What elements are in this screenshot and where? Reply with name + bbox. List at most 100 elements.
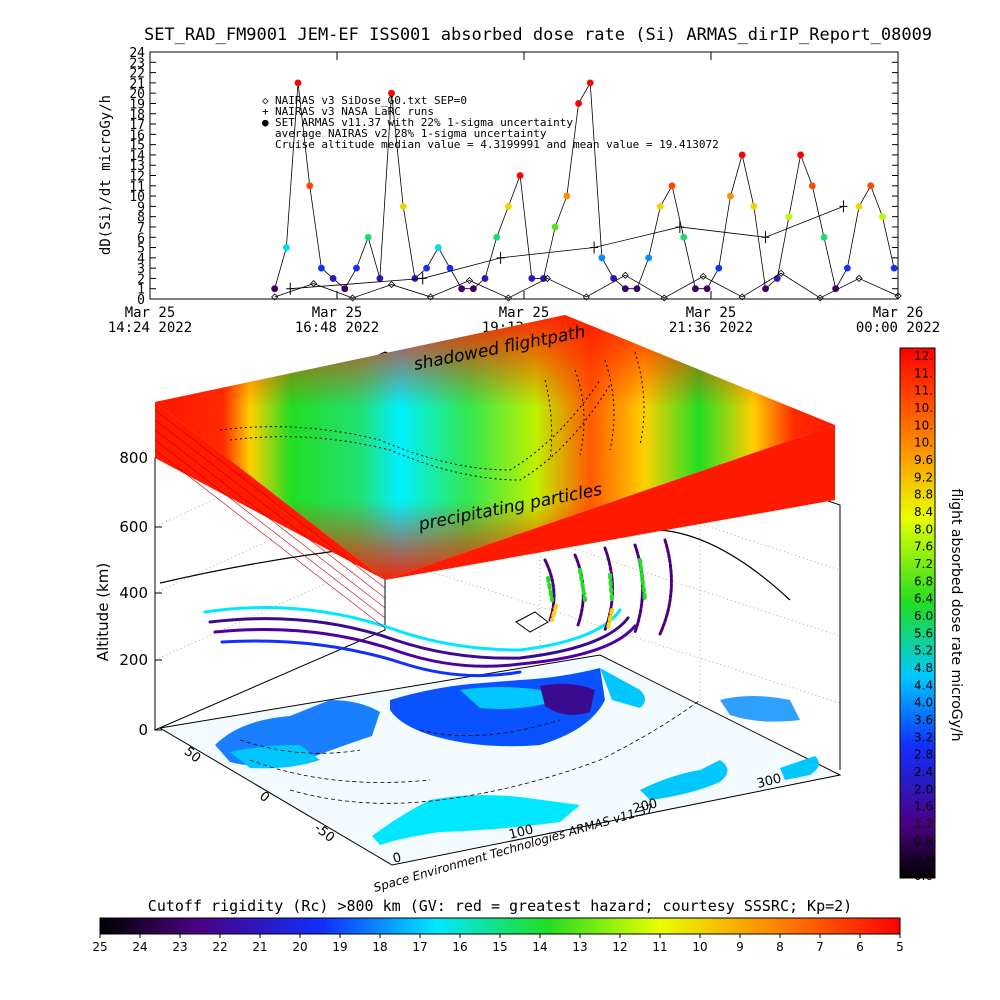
rigidity-colorbar-ticks: 25 24 23 22 21 20 19 18 17 16 15 14 13 12 11 10 9 8 7 6 5 bbox=[92, 934, 904, 954]
data-point bbox=[727, 192, 734, 200]
data-point bbox=[434, 244, 442, 251]
data-point bbox=[388, 89, 395, 97]
rigidity-tick-label: 25 bbox=[92, 940, 107, 954]
plot-frame bbox=[149, 51, 899, 300]
dose-colorbar-tick: 6.0 bbox=[914, 609, 933, 623]
dose-colorbar-tick: 3.6 bbox=[914, 713, 933, 727]
y-tick-label: 11 bbox=[129, 180, 145, 195]
data-point bbox=[341, 285, 349, 293]
data-point bbox=[621, 285, 629, 293]
data-point bbox=[329, 275, 337, 282]
dose-colorbar-tick: 11. bbox=[914, 384, 933, 398]
altitude-tick-label: 400 bbox=[119, 584, 148, 602]
data-point bbox=[785, 213, 793, 221]
rigidity-tick-label: 18 bbox=[372, 940, 387, 954]
data-point bbox=[446, 264, 454, 272]
world-map bbox=[215, 668, 819, 845]
data-point-plus bbox=[675, 220, 684, 233]
data-point bbox=[680, 233, 688, 241]
y-tick-label: 20 bbox=[129, 87, 145, 102]
data-point-diamond bbox=[543, 274, 551, 282]
dose-colorbar-label: flight absorbed dose rate microGy/h bbox=[948, 489, 964, 742]
data-point bbox=[703, 285, 711, 293]
dose-colorbar-tick: 1.6 bbox=[914, 800, 933, 814]
rigidity-tick-label: 20 bbox=[292, 940, 307, 954]
data-point-diamond bbox=[660, 294, 668, 302]
data-point-diamond bbox=[349, 294, 357, 302]
dose-colorbar-tick: 4.4 bbox=[914, 678, 933, 692]
legend-entry: NAIRAS v3 NASA LaRC runs bbox=[275, 105, 434, 118]
rigidity-tick-label: 10 bbox=[692, 940, 707, 954]
data-point-diamond bbox=[777, 269, 785, 277]
dose-colorbar-tick: 11. bbox=[914, 366, 933, 380]
dose-colorbar-tick: 2.4 bbox=[914, 765, 933, 779]
series-line bbox=[274, 272, 899, 299]
longitude-tick-label: 0 bbox=[391, 850, 403, 867]
y-axis-label: dD(Si)/dt microGy/h bbox=[98, 95, 114, 255]
dose-colorbar-tick: 6.8 bbox=[914, 574, 933, 588]
data-point-plus bbox=[761, 231, 770, 244]
legend-entry: Cruise altitude median value = 4.3199991… bbox=[275, 138, 719, 151]
altitude-tick-label: 600 bbox=[119, 518, 148, 536]
dose-colorbar-tick: 5.6 bbox=[914, 626, 933, 640]
data-point bbox=[399, 202, 407, 210]
iss-position-marker bbox=[515, 611, 549, 633]
y-tick-label: 23 bbox=[129, 56, 145, 71]
data-point bbox=[458, 285, 466, 293]
data-point bbox=[855, 202, 863, 210]
x-tick-label-time: 14:24 2022 bbox=[108, 320, 192, 336]
rigidity-tick-label: 22 bbox=[212, 940, 227, 954]
dose-colorbar-gradient bbox=[899, 347, 936, 879]
y-tick-label: 10 bbox=[129, 190, 145, 205]
data-point bbox=[820, 233, 828, 241]
y-tick-label: 4 bbox=[137, 252, 145, 267]
data-point bbox=[505, 202, 512, 210]
data-point bbox=[528, 275, 536, 282]
chart-title: SET_RAD_FM9001 JEM-EF ISS001 absorbed do… bbox=[144, 25, 932, 45]
data-point-diamond bbox=[894, 292, 902, 300]
dose-colorbar: 12. 11. 11. 10. 10. 10. 9.6 9.2 8.8 8.4 8.0 7.6 7.2 6… bbox=[899, 347, 964, 883]
data-point bbox=[364, 233, 372, 241]
legend-symbol: ● bbox=[262, 116, 269, 129]
data-point bbox=[656, 202, 664, 210]
dose-colorbar-tick: 7.2 bbox=[914, 557, 933, 571]
y-tick-label: 14 bbox=[129, 149, 145, 164]
rigidity-tick-label: 5 bbox=[896, 940, 904, 954]
data-point bbox=[762, 285, 769, 293]
data-point bbox=[318, 264, 325, 272]
dose-colorbar-tick: 8.0 bbox=[914, 522, 933, 536]
rigidity-tick-label: 16 bbox=[452, 940, 467, 954]
data-point bbox=[879, 213, 886, 221]
dose-colorbar-tick: 9.6 bbox=[914, 453, 933, 467]
y-tick-label: 2 bbox=[137, 272, 145, 287]
series-line bbox=[274, 81, 895, 290]
y-tick-label: 6 bbox=[137, 231, 145, 246]
y-tick-label: 8 bbox=[137, 211, 145, 226]
longitude-tick-label: 300 bbox=[755, 771, 783, 792]
rigidity-tick-label: 14 bbox=[532, 940, 547, 954]
data-point bbox=[563, 192, 571, 200]
rigidity-tick-label: 9 bbox=[736, 940, 744, 954]
data-point bbox=[598, 254, 606, 262]
series-line bbox=[290, 206, 844, 290]
dose-colorbar-tick: 2.8 bbox=[914, 748, 933, 762]
data-point-plus bbox=[418, 272, 427, 285]
data-point bbox=[540, 275, 547, 282]
dose-colorbar-tick: 12. bbox=[914, 349, 933, 363]
y-tick-label: 17 bbox=[129, 118, 145, 133]
data-point-plus bbox=[839, 200, 848, 213]
rigidity-tick-label: 17 bbox=[412, 940, 427, 954]
y-tick-label: 12 bbox=[129, 170, 145, 185]
rigidity-colorbar-gradient bbox=[99, 917, 901, 935]
y-tick-label: 16 bbox=[129, 128, 145, 143]
y-tick-label: 15 bbox=[129, 139, 145, 154]
dose-colorbar-tick: 2.0 bbox=[914, 782, 933, 796]
data-point-plus bbox=[496, 251, 505, 264]
x-tick-label-time: 21:36 2022 bbox=[669, 320, 753, 336]
legend: ◇ NAIRAS v3 SiDose_G0.txt SEP=0 + NAIRAS v3… bbox=[262, 94, 719, 151]
rigidity-colorbar: Cutoff rigidity (Rc) >800 km (GV: red = … bbox=[92, 897, 903, 954]
altitude-tick-label: 200 bbox=[119, 651, 148, 669]
dose-colorbar-tick: 6.4 bbox=[914, 592, 933, 606]
